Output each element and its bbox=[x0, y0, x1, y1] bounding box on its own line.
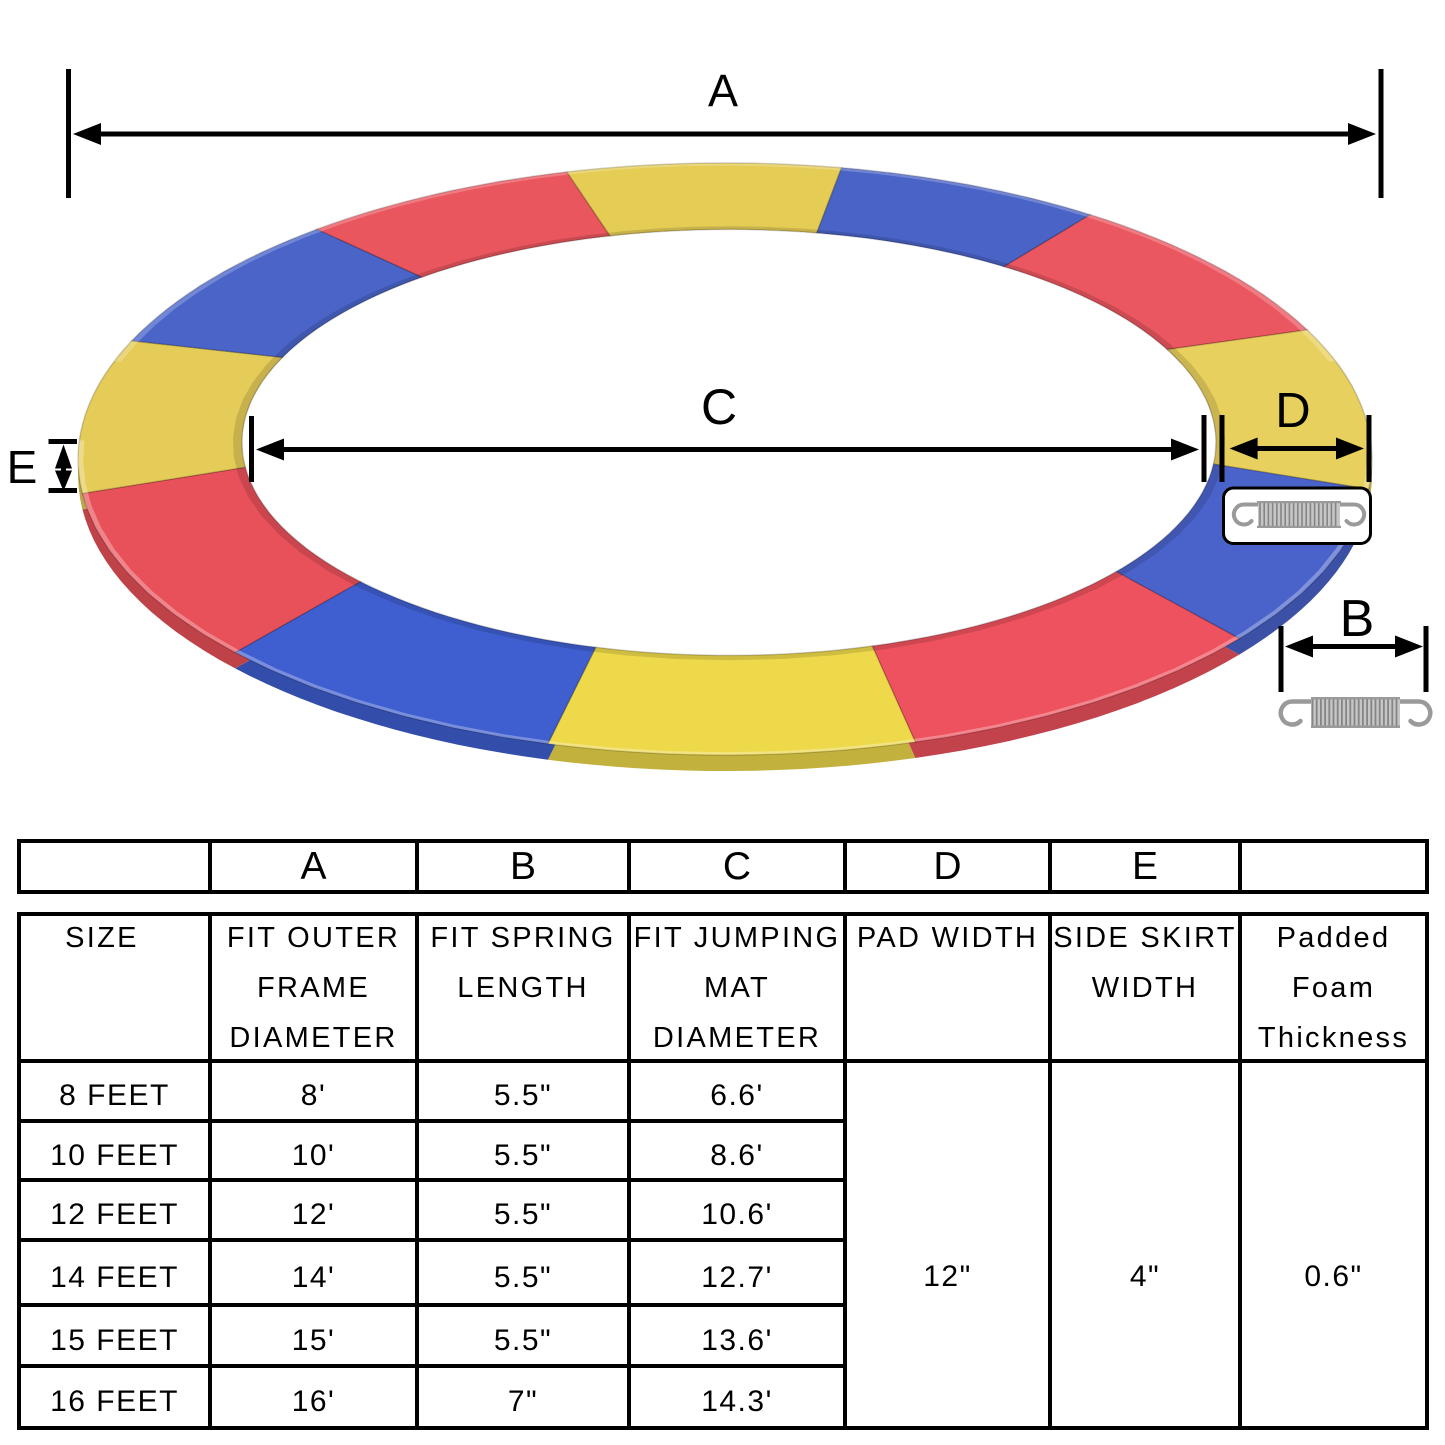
svg-text:E: E bbox=[7, 441, 38, 493]
svg-text:C: C bbox=[701, 379, 737, 435]
svg-text:B: B bbox=[1340, 590, 1375, 648]
svg-text:D: D bbox=[1275, 384, 1310, 438]
svg-text:A: A bbox=[708, 65, 738, 116]
